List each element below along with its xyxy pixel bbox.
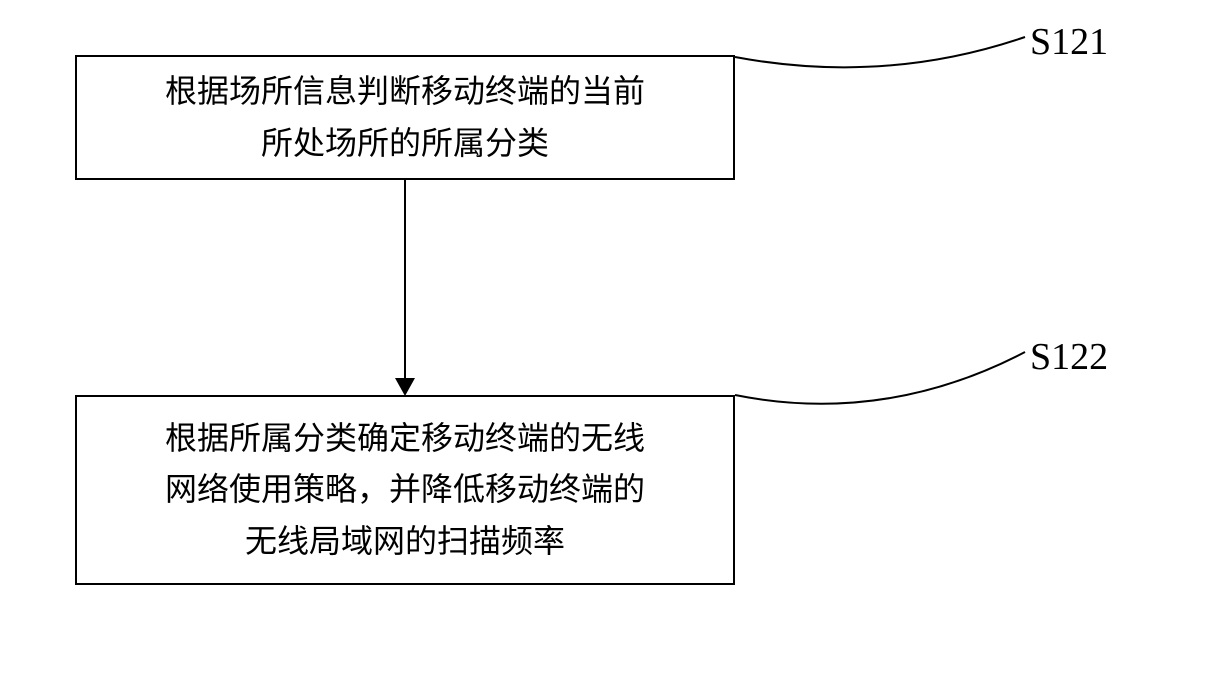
flowchart-box-1: 根据场所信息判断移动终端的当前 所处场所的所属分类 (75, 55, 735, 180)
arrow-head-1 (395, 378, 415, 396)
connector-curve-1 (735, 15, 1035, 75)
box-2-line-3: 无线局域网的扫描频率 (165, 516, 645, 567)
box-2-text: 根据所属分类确定移动终端的无线 网络使用策略，并降低移动终端的 无线局域网的扫描… (165, 413, 645, 567)
connector-curve-2 (735, 330, 1035, 410)
box-2-line-1: 根据所属分类确定移动终端的无线 (165, 413, 645, 464)
step-label-s122: S122 (1030, 335, 1108, 379)
box-1-text: 根据场所信息判断移动终端的当前 所处场所的所属分类 (165, 66, 645, 168)
box-1-line-2: 所处场所的所属分类 (165, 118, 645, 169)
step-label-s121: S121 (1030, 20, 1108, 64)
flowchart-box-2: 根据所属分类确定移动终端的无线 网络使用策略，并降低移动终端的 无线局域网的扫描… (75, 395, 735, 585)
box-1-line-1: 根据场所信息判断移动终端的当前 (165, 66, 645, 117)
box-2-line-2: 网络使用策略，并降低移动终端的 (165, 464, 645, 515)
arrow-line-1 (404, 180, 406, 380)
